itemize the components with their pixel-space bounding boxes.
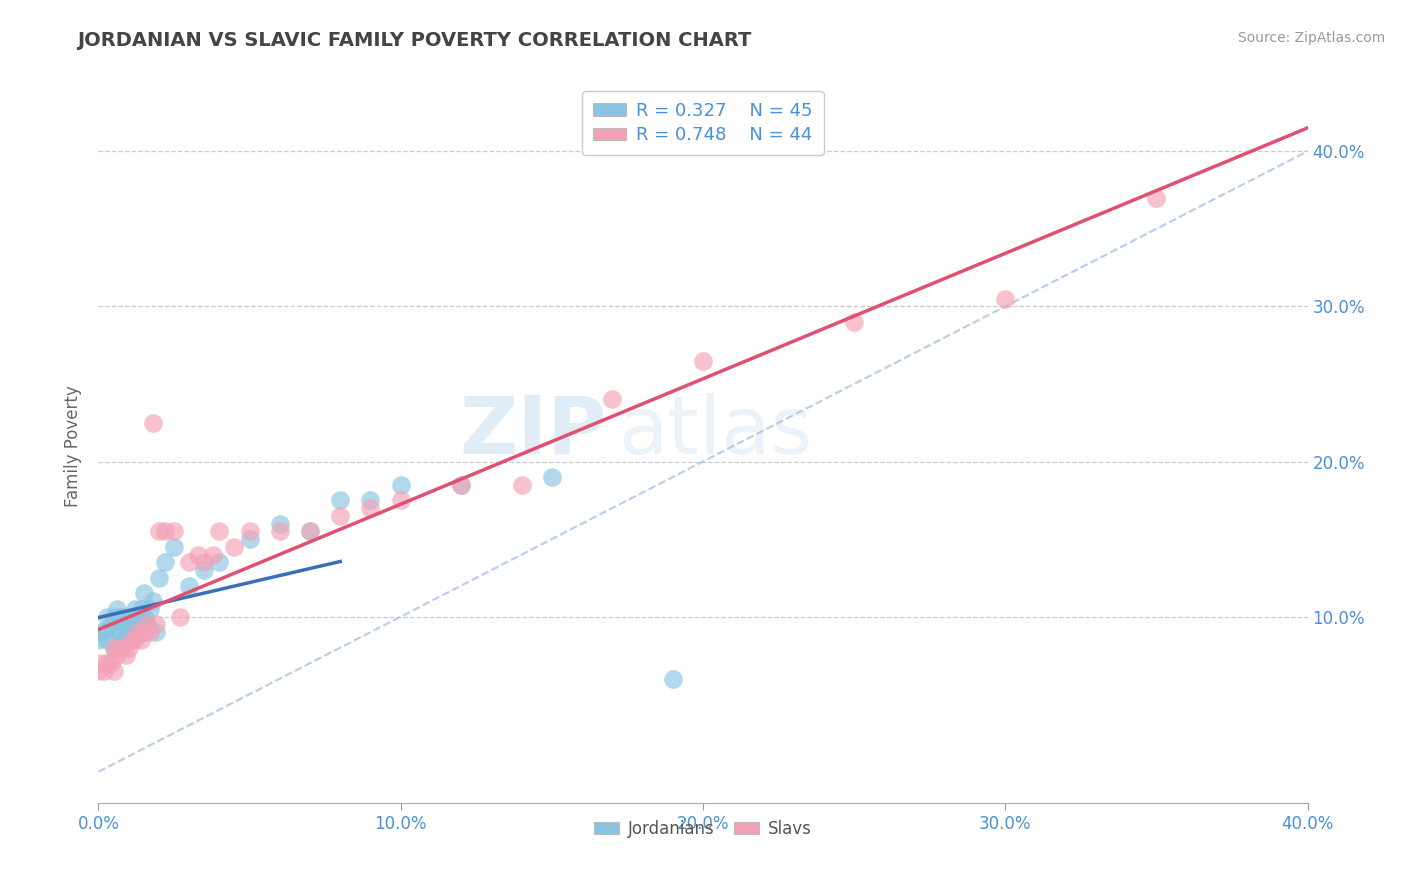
Point (124, 602, 146, 616)
Text: JORDANIAN VS SLAVIC FAMILY POVERTY CORRELATION CHART: JORDANIAN VS SLAVIC FAMILY POVERTY CORRE… (77, 31, 752, 50)
Point (329, 493, 352, 508)
Point (93, 664, 115, 678)
Point (169, 609, 191, 624)
Point (692, 353, 714, 368)
Point (111, 609, 134, 624)
Point (360, 501, 382, 516)
Point (163, 524, 186, 539)
Point (208, 555, 231, 569)
Point (510, 477, 533, 491)
Point (93, 625, 115, 640)
Point (360, 493, 382, 508)
Point (132, 625, 155, 640)
Legend: Jordanians, Slavs: Jordanians, Slavs (588, 814, 818, 845)
Point (269, 516, 291, 531)
Point (202, 548, 225, 562)
Point (540, 470, 562, 484)
Text: ZIP: ZIP (458, 392, 606, 471)
Point (299, 524, 322, 539)
Point (132, 609, 155, 624)
Point (100, 656, 122, 670)
Point (108, 625, 131, 640)
Point (124, 617, 146, 632)
Point (118, 632, 141, 647)
Point (389, 477, 412, 491)
Point (103, 640, 125, 655)
Point (179, 555, 201, 569)
Point (129, 602, 152, 616)
Point (844, 315, 866, 329)
Point (111, 640, 134, 655)
Point (153, 524, 176, 539)
Point (135, 617, 157, 632)
Point (124, 632, 146, 647)
Point (105, 625, 128, 640)
Point (103, 640, 125, 655)
Point (153, 555, 176, 569)
Point (389, 493, 412, 508)
Point (1144, 191, 1167, 205)
Point (142, 594, 165, 608)
Text: Source: ZipAtlas.com: Source: ZipAtlas.com (1237, 31, 1385, 45)
Point (100, 617, 122, 632)
Point (135, 617, 157, 632)
Point (87, 664, 110, 678)
Point (111, 632, 134, 647)
Point (239, 524, 262, 539)
Point (118, 640, 141, 655)
Point (132, 586, 155, 600)
Point (299, 524, 322, 539)
Point (994, 292, 1017, 306)
Point (139, 625, 162, 640)
Point (148, 524, 170, 539)
Point (90, 625, 112, 640)
Point (193, 555, 215, 569)
Text: atlas: atlas (619, 392, 813, 471)
Point (661, 672, 683, 686)
Point (193, 563, 215, 577)
Point (145, 617, 167, 632)
Y-axis label: Family Poverty: Family Poverty (65, 385, 83, 507)
Point (105, 648, 128, 663)
Point (450, 477, 472, 491)
Point (90, 656, 112, 670)
Point (87, 632, 110, 647)
Point (139, 602, 162, 616)
Point (103, 664, 125, 678)
Point (129, 632, 152, 647)
Point (96, 632, 118, 647)
Point (127, 625, 149, 640)
Point (450, 477, 472, 491)
Point (239, 532, 262, 546)
Point (108, 640, 131, 655)
Point (121, 632, 143, 647)
Point (118, 609, 141, 624)
Point (145, 625, 167, 640)
Point (224, 540, 246, 554)
Point (187, 548, 209, 562)
Point (118, 625, 141, 640)
Point (108, 609, 131, 624)
Point (114, 617, 136, 632)
Point (105, 602, 128, 616)
Point (329, 508, 352, 523)
Point (114, 632, 136, 647)
Point (163, 540, 186, 554)
Point (602, 392, 624, 407)
Point (96, 609, 118, 624)
Point (208, 524, 231, 539)
Point (148, 571, 170, 585)
Point (179, 579, 201, 593)
Point (142, 416, 165, 430)
Point (127, 609, 149, 624)
Point (269, 524, 291, 539)
Point (103, 609, 125, 624)
Point (96, 656, 118, 670)
Point (114, 648, 136, 663)
Point (121, 625, 143, 640)
